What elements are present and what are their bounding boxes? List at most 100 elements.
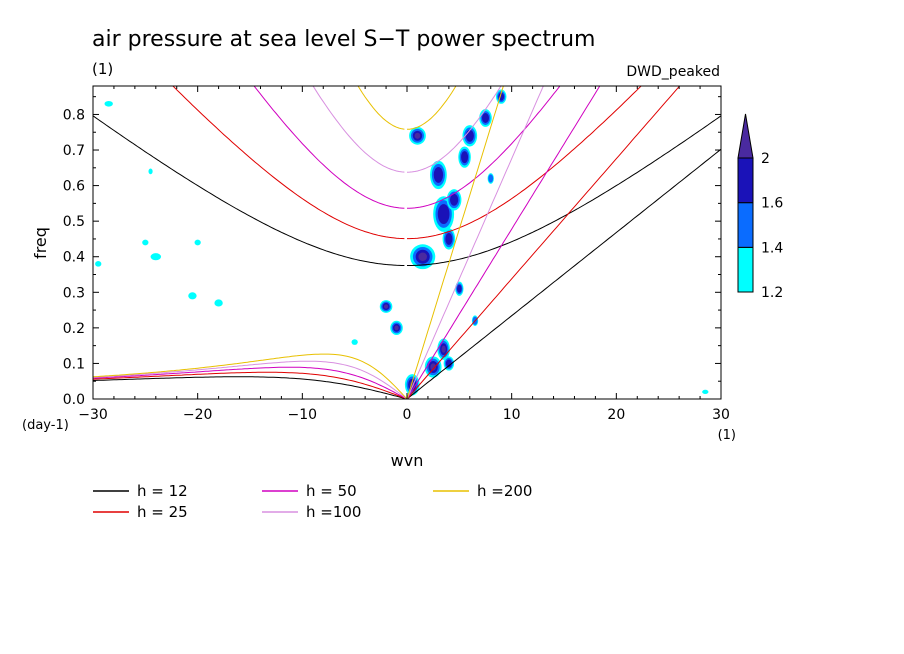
- x-tick-label: 10: [503, 407, 521, 423]
- power-region-level: [95, 260, 102, 267]
- x-tick-label: −30: [78, 407, 108, 423]
- power-region-level: [481, 113, 490, 123]
- power-region-level: [394, 325, 399, 331]
- power-region-level: [142, 239, 149, 246]
- legend-item: h = 25: [93, 503, 188, 521]
- chart-title: air pressure at sea level S−T power spec…: [92, 27, 595, 52]
- power-region-level: [461, 151, 469, 164]
- dispersion-curve: [93, 353, 408, 399]
- dispersion-curve: [93, 360, 408, 399]
- power-region-level: [150, 253, 162, 261]
- power-region: [351, 339, 358, 345]
- dispersion-curve-group: [93, 86, 681, 399]
- dispersion-curve: [357, 86, 405, 130]
- power-region: [409, 126, 426, 145]
- y-axis-label: freq: [31, 227, 50, 259]
- model-label: DWD_peaked: [626, 64, 720, 80]
- colorbar-label: 2: [761, 151, 770, 167]
- power-region: [390, 320, 403, 335]
- power-region-level: [430, 363, 437, 371]
- power-region-level: [188, 292, 197, 300]
- legend-label: h =200: [477, 482, 532, 500]
- y-tick-label: 0.5: [63, 214, 85, 230]
- colorbar-label: 1.6: [761, 196, 783, 212]
- power-region: [424, 356, 442, 378]
- legend-label: h = 50: [306, 482, 357, 500]
- x-tick-label: −10: [288, 407, 318, 423]
- legend-item: h = 50: [262, 482, 357, 500]
- colorbar-segment: [737, 157, 754, 204]
- power-region: [487, 173, 494, 184]
- dispersion-curve: [312, 86, 405, 173]
- y-tick-label: 0.4: [63, 250, 85, 266]
- power-region: [479, 109, 492, 127]
- power-region-level: [433, 166, 444, 183]
- y-unit-label: (day-1): [22, 418, 69, 433]
- legend: h = 12 h = 25 h = 50 h =100 h =200: [93, 482, 532, 521]
- power-region: [188, 292, 197, 300]
- legend-item: h =100: [262, 503, 361, 521]
- power-region-level: [456, 284, 462, 293]
- power-region: [410, 244, 436, 270]
- dispersion-curve-group: [93, 115, 721, 399]
- dispersion-curve-group: [93, 86, 504, 399]
- power-region: [442, 228, 456, 250]
- power-region: [458, 146, 471, 168]
- dispersion-curve: [172, 86, 405, 240]
- legend-item: h = 12: [93, 482, 188, 500]
- dispersion-curve: [93, 115, 405, 266]
- dispersion-curve: [407, 86, 561, 209]
- power-region: [455, 281, 464, 296]
- power-region-level: [418, 252, 427, 261]
- dispersion-curve-group: [93, 86, 544, 399]
- power-region-level: [148, 168, 153, 175]
- legend-label: h = 25: [137, 503, 188, 521]
- power-region-level: [449, 193, 459, 206]
- dispersion-curve: [406, 86, 504, 399]
- dispersion-curve: [93, 376, 408, 399]
- power-region: [150, 253, 162, 261]
- power-region-level: [437, 204, 450, 225]
- power-region: [379, 300, 393, 313]
- power-region-level: [445, 359, 452, 368]
- x-tick-label: 20: [607, 407, 625, 423]
- colorbar-segment: [737, 202, 754, 248]
- power-region: [702, 389, 709, 395]
- power-region: [446, 189, 462, 211]
- dispersion-curve: [253, 86, 405, 209]
- dispersion-curve: [406, 148, 721, 399]
- power-region-level: [351, 339, 358, 345]
- x-tick-label: 30: [712, 407, 730, 423]
- y-tick-label: 0.3: [63, 285, 85, 301]
- legend-label: h = 12: [137, 482, 188, 500]
- power-region: [430, 160, 447, 190]
- y-tick-label: 0.0: [63, 392, 85, 408]
- colorbar-segment: [737, 246, 754, 293]
- power-region-level: [702, 389, 709, 395]
- power-region: [148, 168, 153, 175]
- axes: −30 −20 −10 0 10 20 30 0.0 0.1 0.2 0.3 0.4 0.5 0.6 0.7…: [63, 86, 730, 423]
- power-region-level: [104, 100, 113, 107]
- power-region-level: [488, 174, 494, 183]
- legend-item: h =200: [433, 482, 532, 500]
- power-region: [214, 299, 223, 307]
- colorbar-extension: [737, 113, 754, 159]
- power-region-level: [414, 132, 421, 139]
- y-tick-label: 0.6: [63, 179, 85, 195]
- dispersion-curve: [406, 86, 681, 399]
- x-axis-label: wvn: [391, 451, 424, 470]
- power-region: [142, 239, 149, 246]
- y-tick-label: 0.1: [63, 356, 85, 372]
- power-region: [95, 260, 102, 267]
- plot-area: [93, 86, 721, 399]
- colorbar-label: 1.4: [761, 240, 783, 256]
- colorbar: 1.2 1.4 1.6 2: [737, 113, 783, 301]
- power-region: [443, 356, 455, 371]
- dispersion-curve: [407, 115, 721, 266]
- power-region: [194, 239, 201, 246]
- dispersion-curve: [406, 86, 601, 399]
- power-region: [437, 338, 450, 360]
- power-region: [104, 100, 113, 107]
- power-region-level: [214, 299, 223, 307]
